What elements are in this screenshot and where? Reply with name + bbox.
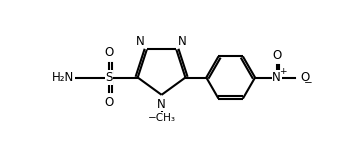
Text: N: N xyxy=(272,71,281,84)
Text: +: + xyxy=(279,67,287,76)
Text: S: S xyxy=(106,71,113,84)
Text: O: O xyxy=(272,49,281,62)
Text: N: N xyxy=(157,98,166,111)
Text: O: O xyxy=(105,96,114,109)
Text: N: N xyxy=(178,35,187,48)
Text: −: − xyxy=(304,78,313,88)
Text: H₂N: H₂N xyxy=(52,71,74,84)
Text: −CH₃: −CH₃ xyxy=(147,113,176,123)
Text: O: O xyxy=(300,71,309,84)
Text: N: N xyxy=(136,35,145,48)
Text: O: O xyxy=(105,46,114,59)
